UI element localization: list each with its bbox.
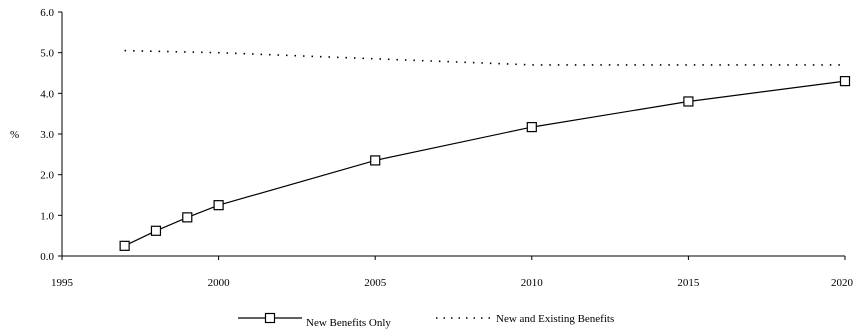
series-line-new-and-existing-benefits xyxy=(124,49,845,66)
x-tick-label: 2010 xyxy=(521,277,544,289)
series-layer xyxy=(119,49,851,251)
legend-marker-new-benefits-only xyxy=(264,312,276,324)
data-point-marker xyxy=(526,121,537,133)
y-tick-label: 5.0 xyxy=(40,48,54,60)
x-tick-label: 2000 xyxy=(208,277,231,289)
y-tick-label: 4.0 xyxy=(40,88,54,100)
y-tick-label: 2.0 xyxy=(40,170,54,182)
data-point-marker xyxy=(839,76,851,87)
y-axis-label: % xyxy=(10,129,19,141)
x-tick-label: 2005 xyxy=(364,277,387,289)
data-point-marker xyxy=(182,212,193,223)
data-point-marker xyxy=(213,200,224,211)
x-tick-label: 2020 xyxy=(831,277,854,289)
legend: New Benefits Only New and Existing Benefi… xyxy=(238,312,614,329)
legend-label-new-and-existing-benefits: New and Existing Benefits xyxy=(496,313,614,325)
data-point-marker xyxy=(150,225,162,236)
legend-label-new-benefits-only: New Benefits Only xyxy=(306,317,391,329)
y-tick-label: 1.0 xyxy=(40,210,54,222)
data-point-marker xyxy=(119,240,130,251)
data-point-marker xyxy=(370,155,381,166)
y-tick-label: 0.0 xyxy=(40,251,54,263)
y-tick-label: 3.0 xyxy=(40,129,54,141)
axes: 0.0 1.0 2.0 3.0 4.0 5.0 6.0% 1995 2000 2005 2010 20… xyxy=(10,7,854,289)
y-tick-label: 6.0 xyxy=(40,7,54,19)
series-line-new-benefits-only xyxy=(124,80,846,247)
data-point-marker xyxy=(683,96,694,107)
x-tick-label: 2015 xyxy=(677,277,700,289)
x-tick-label: 1995 xyxy=(51,277,74,289)
